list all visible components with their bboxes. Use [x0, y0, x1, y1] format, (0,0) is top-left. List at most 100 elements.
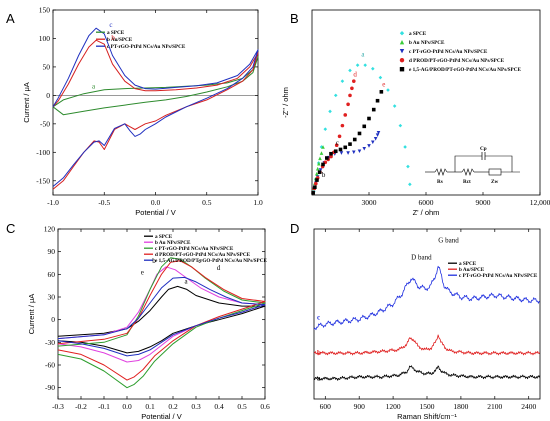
panel-d: D 600 900 1200 1500 1800 2100 2400 Raman Shift/c… [290, 221, 541, 421]
data-point-e [375, 98, 380, 103]
data-point-a [333, 93, 338, 98]
annotation-a: a [185, 277, 189, 285]
annotation-a: a [92, 83, 96, 91]
x-tick-label: 2100 [487, 402, 502, 411]
data-point-c [318, 168, 323, 172]
legend-entry-a: a SPCE [459, 261, 477, 267]
series-line-d [57, 260, 266, 381]
y-tick-label: 50 [43, 62, 51, 71]
data-point-c [376, 130, 381, 135]
x-tick-label: 12,000 [530, 198, 550, 207]
y-tick-label: 0 [51, 315, 55, 324]
y-axis-label: Current / μA [27, 294, 36, 335]
legend-entry-c: c PT-rGO-PtPd NCs/Au NPs/SPCE [459, 273, 538, 279]
y-tick-label: 150 [39, 6, 51, 15]
data-point-b [315, 166, 320, 171]
legend-entry-b: b Au NPs/SPCE [155, 240, 191, 246]
annotation-b: b [322, 171, 326, 179]
data-point-c [375, 133, 380, 138]
x-tick-label: 600 [320, 402, 332, 411]
x-axis-label: Potential / V [141, 412, 181, 421]
resistor-rs [434, 168, 448, 176]
data-point-c [373, 136, 378, 141]
data-point-d [346, 102, 350, 107]
resistor-rct [461, 168, 475, 176]
annotation-d: d [353, 71, 357, 79]
circuit-label-cp: Cp [480, 146, 487, 152]
side-label-b: b [317, 349, 321, 357]
plot-frame [311, 9, 541, 196]
legend-entry-a: a SPCE [409, 31, 427, 37]
data-point-c [357, 149, 362, 154]
x-tick-label: -0.5 [98, 198, 110, 207]
data-point-a [408, 182, 412, 187]
data-point-e [317, 170, 322, 175]
data-point-d [334, 143, 339, 147]
x-tick-label: 1200 [386, 402, 401, 411]
data-point-c [339, 151, 344, 155]
y-axis-label: -Z'' / ohm [281, 87, 290, 118]
data-point-c [367, 144, 371, 148]
data-point-d [348, 93, 352, 98]
data-point-a [371, 66, 375, 71]
data-point-e [343, 145, 348, 150]
series-line-c [313, 265, 541, 331]
legend-entry-b: b Au/SPCE [107, 37, 133, 43]
legend-marker-c [399, 49, 405, 54]
annotation-g-band: G band [438, 237, 459, 245]
panel-b: B 3000 6000 9000 12,000 Z' / ohm -Z'' / ohm a S… [281, 9, 550, 217]
data-point-a [348, 68, 352, 73]
x-tick-label: 0.4 [214, 402, 224, 411]
annotation-b: b [111, 34, 115, 42]
x-tick-label: 0.5 [202, 198, 212, 207]
x-tick-label: 900 [354, 402, 366, 411]
y-tick-label: 0 [46, 91, 50, 100]
legend-entry-c: c PT-rGO-PtPd NCs/Au NPs/SPCE [107, 44, 186, 50]
data-point-d [329, 154, 333, 159]
y-tick-label: -30 [45, 338, 55, 347]
data-point-d [350, 86, 354, 91]
data-point-b [321, 145, 325, 149]
data-point-e [313, 185, 317, 189]
y-tick-label: -100 [36, 148, 50, 157]
data-point-d [343, 113, 348, 117]
x-tick-label: 1.0 [253, 198, 263, 207]
series-line-b [313, 334, 541, 356]
x-tick-label: -1.0 [47, 198, 59, 207]
data-point-e [325, 156, 329, 160]
y-tick-label: -150 [36, 176, 50, 185]
circuit-label-rct: Rct [463, 179, 471, 185]
annotation-a: a [361, 50, 365, 58]
data-point-e [329, 151, 333, 156]
legend-entry-e: e 1,5-AG/PROD/PT-rGO-PtPd NCs/Au NPs/SPC… [409, 67, 521, 73]
legend-marker-e [399, 67, 405, 72]
legend-entry-a: a SPCE [155, 234, 173, 240]
annotation-e: e [141, 268, 144, 276]
legend-entry-b: b Au NPs/SPCE [409, 40, 445, 46]
panel-label: C [6, 221, 15, 236]
x-tick-label: 0.5 [237, 402, 247, 411]
x-tick-label: 0.6 [260, 402, 270, 411]
x-axis-label: Potential / V [135, 208, 175, 217]
legend-entry-d: d PROD/PT-rGO-PtPd NCs/Au NPs/SPCE [409, 58, 505, 64]
data-point-e [379, 90, 384, 94]
data-point-e [371, 107, 376, 112]
x-tick-label: 0.0 [151, 198, 161, 207]
data-point-b [317, 161, 321, 166]
data-point-e [333, 149, 338, 154]
x-tick-label: 0.1 [145, 402, 155, 411]
data-point-e [352, 137, 357, 142]
annotation-b: b [152, 257, 156, 265]
data-point-a [378, 75, 383, 80]
series-line-a [313, 365, 541, 381]
legend-entry-b: b Au/SPCE [459, 267, 485, 273]
data-point-c [371, 140, 375, 145]
data-point-e [348, 142, 352, 146]
data-point-a [355, 63, 360, 67]
x-tick-label: -0.1 [98, 402, 110, 411]
data-point-d [337, 134, 342, 139]
data-point-e [357, 131, 362, 136]
panel-c: C -0.3 -0.2 -0.1 0.0 0.1 0.2 0.3 0.4 0.5 0.6 -90 -60… [6, 221, 270, 421]
annotation-c: c [109, 21, 112, 29]
